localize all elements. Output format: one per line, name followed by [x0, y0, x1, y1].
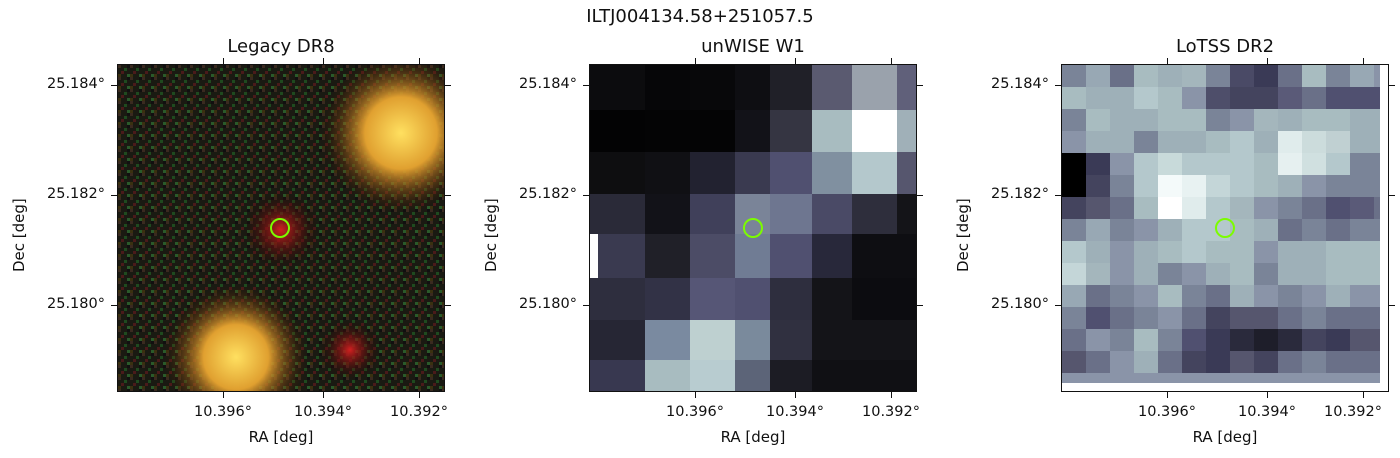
panel-title: unWISE W1 [701, 36, 805, 57]
xtick-label: 10.394° [294, 404, 352, 420]
ytick-label: 25.180° [991, 296, 1049, 312]
xtick-label: 10.392° [862, 404, 920, 420]
xtick-label: 10.394° [766, 404, 824, 420]
xtick-label: 10.392° [390, 404, 448, 420]
source-marker-circle [270, 218, 290, 238]
xtick-label: 10.396° [1138, 404, 1196, 420]
y-axis-label: Dec [deg] [954, 198, 972, 272]
xtick-label: 10.396° [666, 404, 724, 420]
panel-title: LoTSS DR2 [1175, 36, 1275, 57]
xtick-label: 10.394° [1238, 404, 1296, 420]
image-lotss-dr2 [1061, 64, 1389, 392]
ytick-label: 25.180° [519, 296, 577, 312]
xtick-label: 10.392° [1324, 404, 1382, 420]
xtick-label: 10.396° [194, 404, 252, 420]
source-marker-circle [1215, 218, 1235, 238]
ytick-label: 25.184° [47, 76, 105, 92]
ytick-label: 25.182° [991, 186, 1049, 202]
panel-legacy-dr8: Legacy DR8 [0, 0, 451, 458]
ytick-label: 25.184° [991, 76, 1049, 92]
image-unwise-w1 [589, 64, 917, 392]
ytick-label: 25.184° [519, 76, 577, 92]
ytick-label: 25.180° [47, 296, 105, 312]
y-axis-label: Dec [deg] [482, 198, 500, 272]
source-marker-circle [743, 218, 763, 238]
figure-title: ILTJ004134.58+251057.5 [586, 6, 814, 27]
panel-title: Legacy DR8 [227, 36, 335, 57]
ytick-label: 25.182° [47, 186, 105, 202]
x-axis-label: RA [deg] [720, 428, 786, 446]
x-axis-label: RA [deg] [248, 428, 314, 446]
ytick-label: 25.182° [519, 186, 577, 202]
x-axis-label: RA [deg] [1192, 428, 1258, 446]
panel-unwise-w1: unWISE W1 [0, 0, 923, 458]
